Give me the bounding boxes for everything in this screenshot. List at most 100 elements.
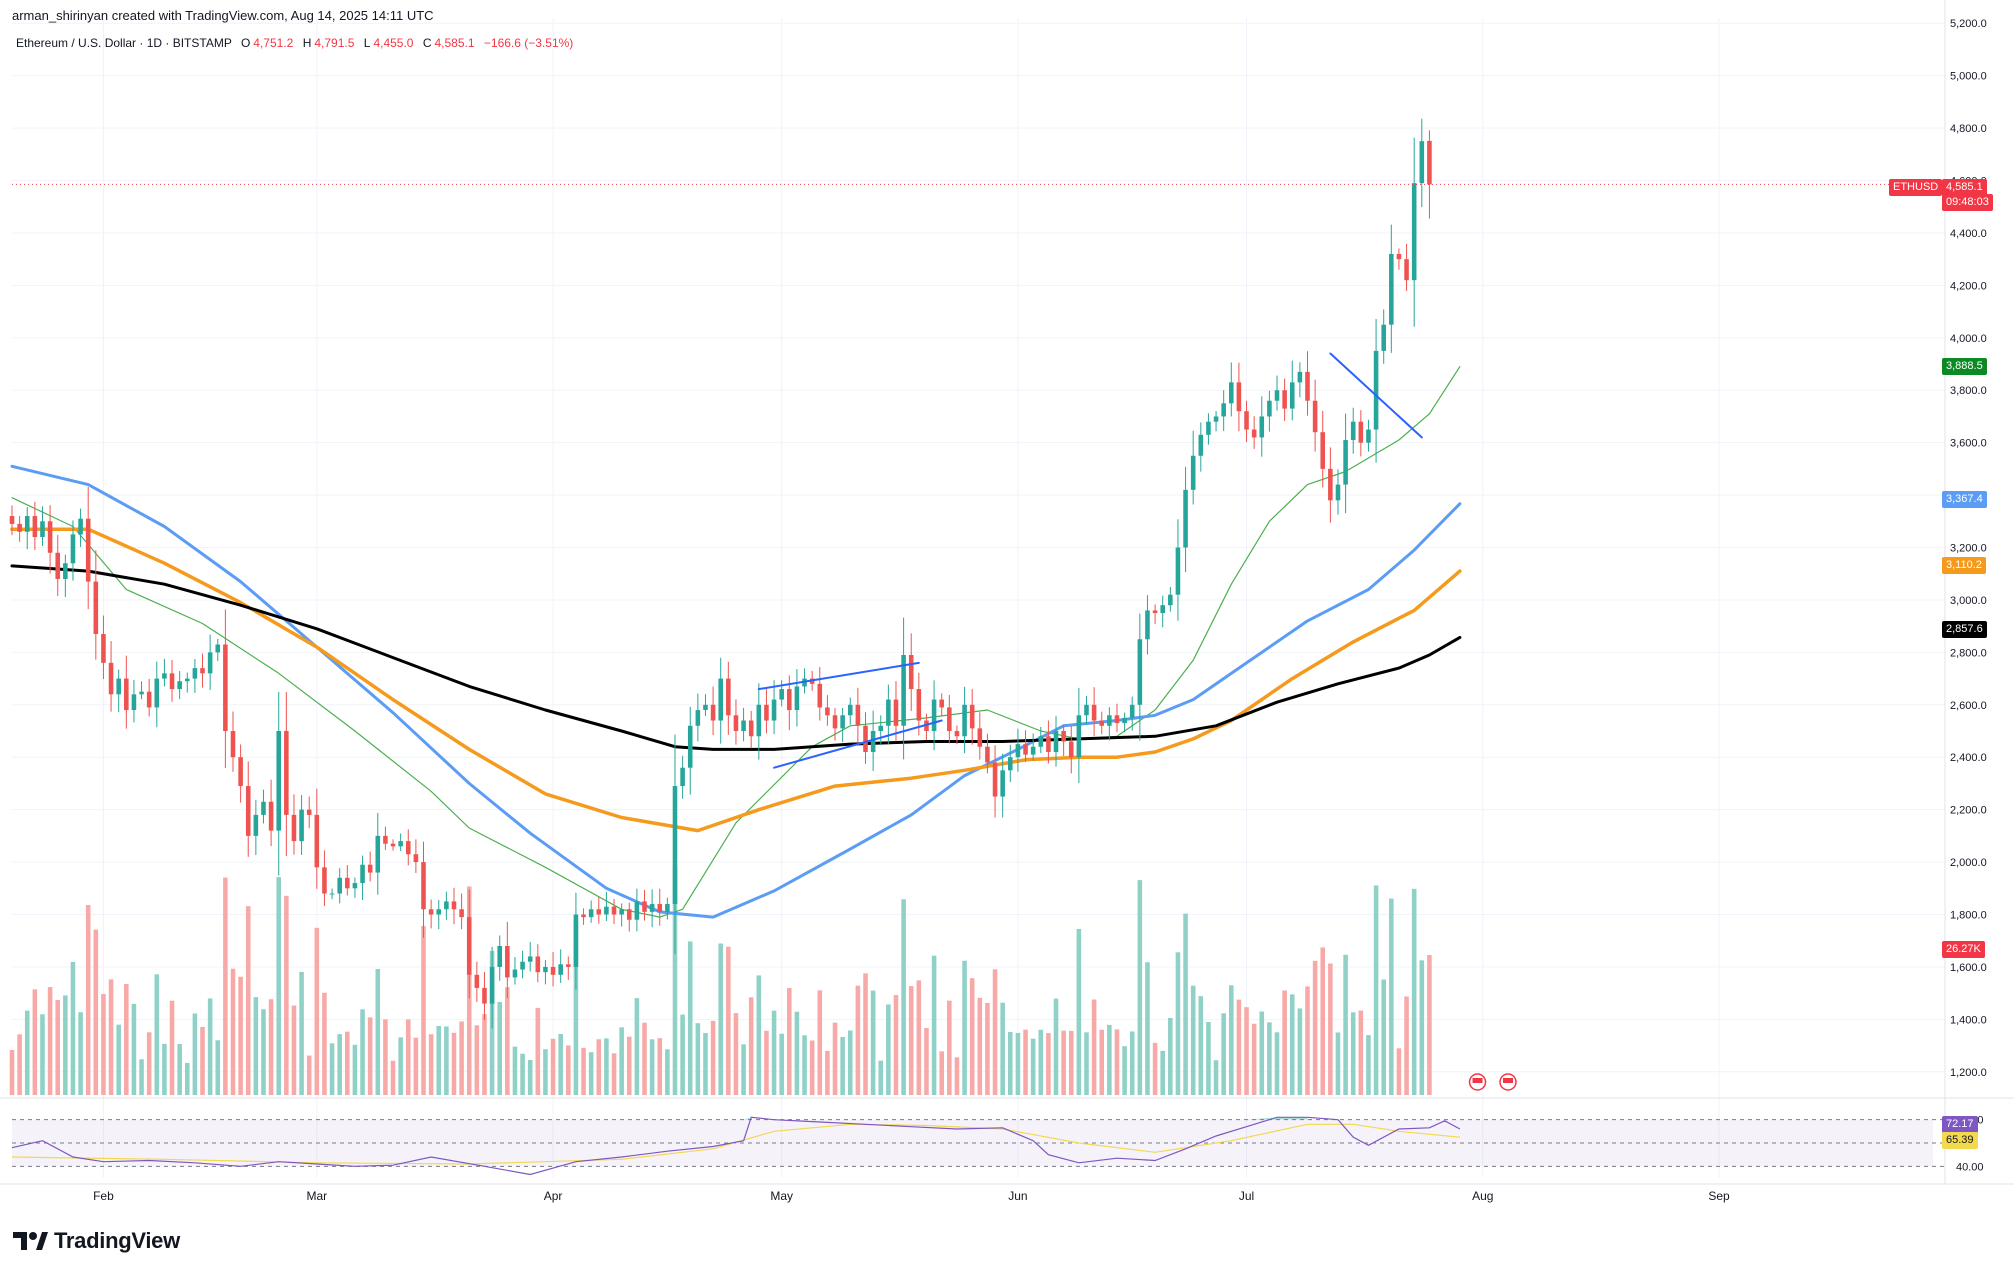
candle-body[interactable] [863, 725, 868, 752]
candle-body[interactable] [1305, 371, 1310, 401]
candle-body[interactable] [657, 904, 663, 912]
candle-body[interactable] [962, 704, 967, 737]
candle-body[interactable] [1015, 744, 1021, 758]
candle-body[interactable] [619, 909, 624, 915]
candle-body[interactable] [985, 746, 990, 763]
candle-body[interactable] [1282, 390, 1287, 409]
candle-body[interactable] [101, 634, 106, 663]
candle-body[interactable] [55, 552, 61, 579]
candle-body[interactable] [1297, 371, 1303, 383]
candle-body[interactable] [1366, 429, 1371, 443]
candle-body[interactable] [169, 673, 175, 690]
candle-body[interactable] [322, 867, 327, 894]
candle-body[interactable] [85, 518, 91, 582]
candle-body[interactable] [787, 689, 792, 711]
candle-body[interactable] [1000, 770, 1005, 797]
candle-body[interactable] [489, 966, 495, 1004]
candle-body[interactable] [261, 801, 266, 815]
candle-body[interactable] [710, 704, 716, 721]
candle-body[interactable] [1229, 382, 1234, 404]
candle-body[interactable] [581, 914, 586, 918]
candle-body[interactable] [1076, 715, 1082, 758]
candle-body[interactable] [345, 877, 350, 889]
candle-body[interactable] [840, 715, 845, 729]
candle-body[interactable] [527, 956, 533, 962]
candle-body[interactable] [70, 534, 76, 564]
candle-body[interactable] [604, 906, 609, 915]
candle-body[interactable] [1289, 382, 1295, 409]
candle-body[interactable] [1274, 390, 1280, 401]
candle-body[interactable] [329, 893, 335, 895]
candle-body[interactable] [47, 521, 53, 553]
candle-body[interactable] [672, 786, 678, 905]
candle-body[interactable] [352, 883, 358, 889]
candle-body[interactable] [1206, 421, 1211, 435]
candle-body[interactable] [215, 644, 221, 653]
candle-body[interactable] [947, 707, 952, 732]
candle-body[interactable] [939, 699, 944, 708]
candle-body[interactable] [1373, 350, 1379, 430]
candle-body[interactable] [1145, 610, 1150, 640]
candle-body[interactable] [276, 731, 282, 831]
candle-body[interactable] [32, 516, 38, 538]
candle-body[interactable] [1381, 324, 1386, 351]
candle-body[interactable] [588, 909, 594, 918]
candle-body[interactable] [916, 689, 922, 721]
candle-body[interactable] [24, 516, 30, 532]
candle-body[interactable] [1320, 432, 1326, 469]
candle-body[interactable] [291, 814, 297, 842]
candle-body[interactable] [847, 704, 853, 716]
candle-body[interactable] [1404, 259, 1409, 281]
candle-body[interactable] [1350, 421, 1356, 441]
candle-body[interactable] [398, 841, 403, 847]
candle-body[interactable] [40, 521, 45, 538]
candle-body[interactable] [550, 966, 556, 975]
candle-body[interactable] [726, 678, 731, 716]
candle-body[interactable] [192, 668, 198, 679]
candle-body[interactable] [1137, 639, 1143, 705]
candle-body[interactable] [1251, 429, 1257, 438]
candle-body[interactable] [680, 767, 685, 787]
candle-body[interactable] [1107, 715, 1112, 726]
candle-body[interactable] [1091, 704, 1097, 721]
candle-body[interactable] [520, 961, 525, 970]
candle-body[interactable] [1168, 594, 1173, 606]
candle-body[interactable] [1114, 715, 1120, 724]
trend-line[interactable] [757, 661, 920, 691]
candle-body[interactable] [1267, 400, 1272, 417]
candle-body[interactable] [1259, 416, 1265, 438]
candle-body[interactable] [474, 974, 480, 988]
candle-body[interactable] [642, 901, 647, 912]
candle-body[interactable] [1411, 183, 1417, 281]
candle-body[interactable] [436, 909, 442, 915]
candle-body[interactable] [1053, 731, 1059, 752]
candle-body[interactable] [268, 801, 274, 831]
candle-body[interactable] [634, 901, 640, 920]
candle-body[interactable] [1030, 746, 1036, 755]
candle-body[interactable] [1008, 757, 1013, 771]
candle-body[interactable] [566, 964, 571, 967]
candle-body[interactable] [954, 731, 960, 737]
candle-body[interactable] [238, 757, 243, 787]
candle-body[interactable] [977, 728, 983, 747]
candle-body[interactable] [444, 901, 449, 910]
tradingview-logo[interactable]: TradingView [12, 1228, 180, 1254]
candle-body[interactable] [139, 691, 144, 695]
candle-body[interactable] [116, 678, 121, 695]
candle-body[interactable] [505, 945, 510, 978]
candle-body[interactable] [992, 762, 998, 797]
candle-body[interactable] [969, 704, 975, 729]
candle-body[interactable] [817, 683, 823, 708]
candle-body[interactable] [931, 699, 937, 732]
candle-body[interactable] [733, 715, 739, 732]
candle-body[interactable] [284, 731, 289, 815]
candle-body[interactable] [375, 835, 381, 873]
candle-body[interactable] [93, 581, 99, 635]
candle-body[interactable] [1427, 140, 1432, 185]
candle-body[interactable] [1328, 468, 1333, 501]
candle-body[interactable] [1389, 253, 1394, 325]
candle-body[interactable] [649, 904, 655, 912]
candle-body[interactable] [764, 704, 769, 721]
candle-body[interactable] [1343, 440, 1348, 485]
